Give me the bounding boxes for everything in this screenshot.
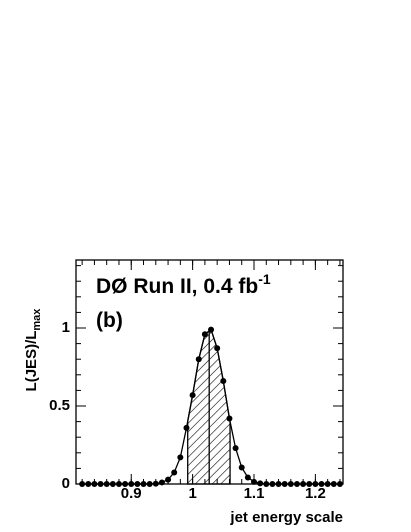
data-point	[158, 479, 165, 486]
data-point	[146, 481, 153, 487]
x-axis-label: jet energy scale	[229, 509, 343, 526]
data-point	[128, 481, 135, 487]
annotation-sup: -1	[258, 271, 271, 287]
data-point	[312, 481, 319, 487]
y-tick-label: 0.5	[49, 397, 70, 414]
data-point	[263, 481, 270, 487]
data-point	[269, 481, 276, 487]
y-label-main: L(JES)/L	[23, 331, 40, 392]
data-point	[251, 478, 257, 485]
y-axis-label: L(JES)/Lmax	[23, 308, 43, 392]
data-point	[152, 480, 159, 487]
data-point	[330, 481, 337, 487]
x-tick-label: 0.9	[121, 485, 142, 502]
data-point	[134, 481, 141, 487]
x-tick-label: 1.1	[244, 485, 265, 502]
data-point	[232, 445, 239, 452]
data-point	[220, 378, 227, 385]
data-point	[195, 356, 202, 363]
data-point	[189, 392, 196, 399]
data-point	[336, 481, 343, 487]
y-label-sub: max	[31, 308, 43, 331]
data-point	[238, 464, 245, 471]
panel-label: (b)	[96, 309, 123, 332]
data-point	[79, 481, 86, 487]
data-point	[97, 481, 104, 487]
data-point	[177, 454, 184, 461]
data-point	[165, 476, 172, 483]
data-point	[122, 481, 129, 487]
data-point	[226, 415, 233, 422]
data-point	[244, 474, 251, 481]
data-point	[115, 481, 122, 487]
data-point	[214, 345, 221, 352]
annotation: DØ Run II, 0.4 fb-1	[96, 271, 271, 298]
data-point	[85, 481, 92, 487]
data-point	[257, 480, 264, 487]
data-point	[306, 481, 313, 487]
data-point	[208, 326, 215, 333]
data-point	[103, 481, 110, 487]
data-point	[318, 481, 325, 487]
data-point	[91, 481, 98, 487]
data-point	[275, 481, 282, 487]
data-point	[201, 331, 208, 338]
data-point	[140, 481, 147, 487]
y-tick-label: 1	[62, 319, 70, 336]
data-point	[300, 481, 307, 487]
x-tick-label: 1.2	[305, 485, 326, 502]
data-point	[281, 481, 288, 487]
data-point	[287, 481, 294, 487]
data-point	[324, 481, 331, 487]
annotation-main: DØ Run II, 0.4 fb	[96, 275, 258, 298]
data-point	[171, 469, 178, 476]
data-point	[293, 481, 300, 487]
y-tick-label: 0	[62, 475, 70, 492]
data-point	[109, 481, 116, 487]
x-tick-label: 1	[188, 485, 196, 502]
data-point	[183, 424, 190, 431]
